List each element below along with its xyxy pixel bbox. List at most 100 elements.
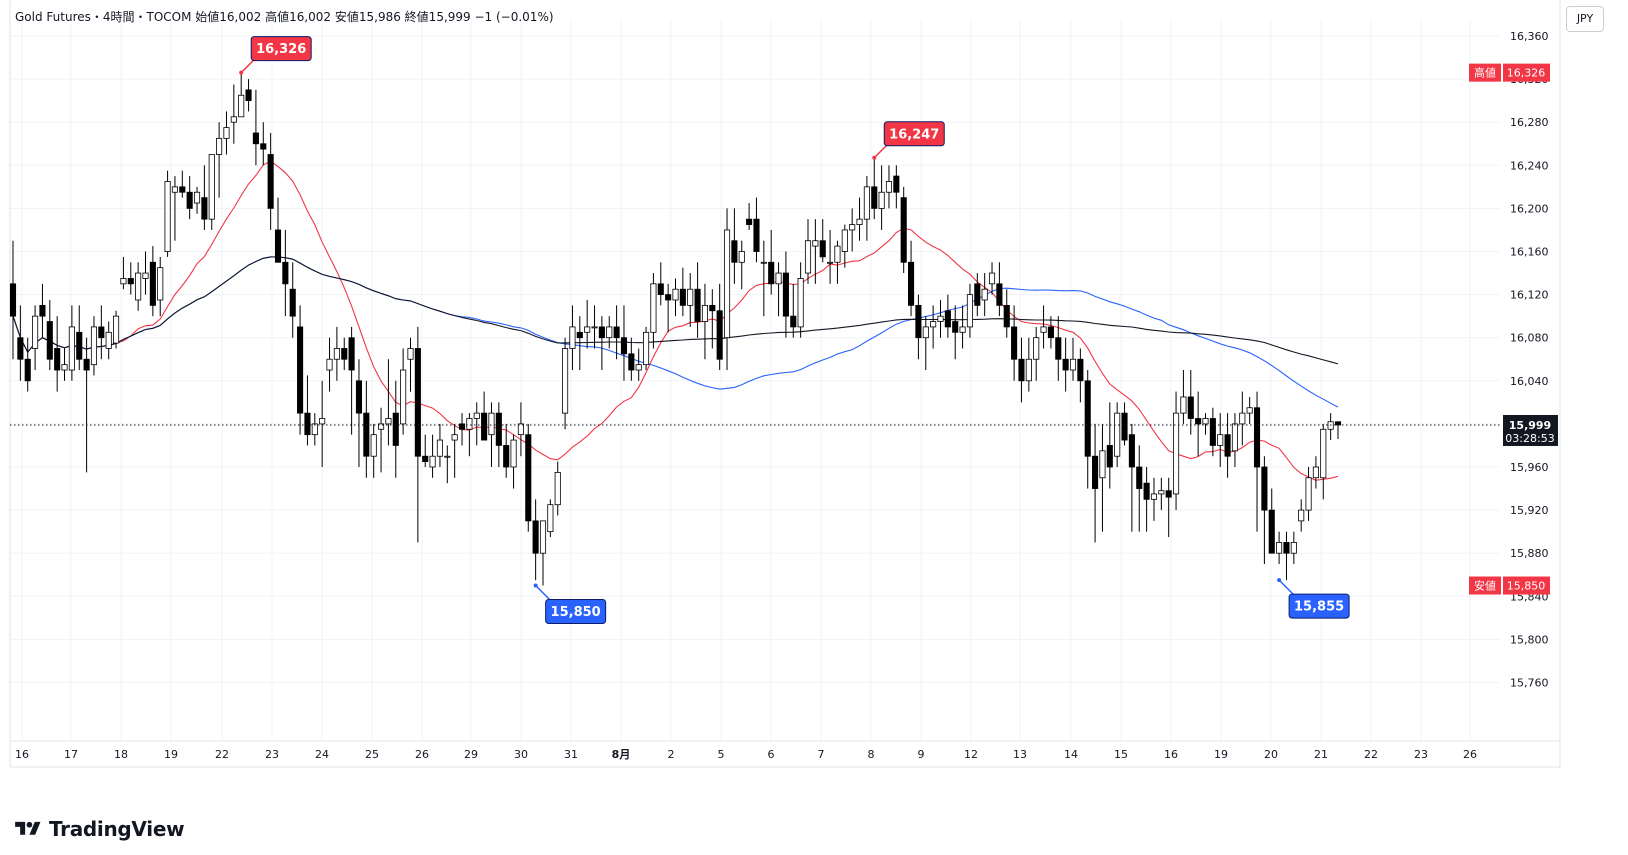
candle[interactable] xyxy=(1025,337,1032,392)
candle[interactable] xyxy=(289,262,296,338)
candle[interactable] xyxy=(1231,413,1238,467)
candle[interactable] xyxy=(775,262,782,317)
candle[interactable] xyxy=(584,299,591,349)
candle[interactable] xyxy=(436,423,443,467)
candle[interactable] xyxy=(1173,391,1180,511)
candle[interactable] xyxy=(532,499,539,581)
candle[interactable] xyxy=(1143,467,1150,532)
candle[interactable] xyxy=(554,461,561,516)
candle[interactable] xyxy=(370,423,377,478)
candle[interactable] xyxy=(665,283,672,333)
candle[interactable] xyxy=(466,413,473,457)
candle[interactable] xyxy=(39,283,46,338)
candle[interactable] xyxy=(760,240,767,317)
candle[interactable] xyxy=(1121,402,1128,446)
candle[interactable] xyxy=(135,262,142,311)
candle[interactable] xyxy=(591,305,598,349)
candle[interactable] xyxy=(223,111,230,155)
candle[interactable] xyxy=(1136,445,1143,532)
candle[interactable] xyxy=(1312,456,1319,489)
candle[interactable] xyxy=(319,380,326,467)
candle[interactable] xyxy=(731,208,738,284)
candle[interactable] xyxy=(385,359,392,446)
candle[interactable] xyxy=(1092,423,1099,543)
candle[interactable] xyxy=(83,337,90,473)
candle[interactable] xyxy=(620,305,628,381)
candle[interactable] xyxy=(827,229,834,284)
candle[interactable] xyxy=(61,348,68,381)
candle[interactable] xyxy=(679,267,686,317)
candle[interactable] xyxy=(768,229,775,295)
candle[interactable] xyxy=(1011,305,1018,381)
candle[interactable] xyxy=(694,262,701,338)
candle[interactable] xyxy=(746,203,753,230)
candle[interactable] xyxy=(738,240,745,290)
candle[interactable] xyxy=(149,246,156,317)
candle[interactable] xyxy=(363,380,370,478)
candle[interactable] xyxy=(24,337,31,392)
candle[interactable] xyxy=(849,208,856,252)
candle[interactable] xyxy=(930,305,937,349)
candle[interactable] xyxy=(422,434,429,467)
candle[interactable] xyxy=(841,224,848,268)
candle[interactable] xyxy=(1187,370,1194,435)
candle[interactable] xyxy=(1062,337,1069,392)
candle[interactable] xyxy=(1246,396,1253,424)
candle[interactable] xyxy=(900,186,907,274)
candle[interactable] xyxy=(878,165,885,230)
candle[interactable] xyxy=(488,402,495,467)
candle[interactable] xyxy=(812,219,819,284)
tradingview-logo[interactable]: TradingView xyxy=(13,816,185,842)
candle[interactable] xyxy=(1276,531,1283,564)
candle[interactable] xyxy=(76,305,83,371)
candle[interactable] xyxy=(650,273,657,349)
candle[interactable] xyxy=(444,445,451,484)
candle[interactable] xyxy=(1018,337,1025,403)
candle[interactable] xyxy=(1047,316,1054,349)
candle[interactable] xyxy=(429,434,436,478)
candle[interactable] xyxy=(54,316,61,392)
candle[interactable] xyxy=(297,305,304,435)
candle[interactable] xyxy=(1298,499,1305,532)
candle[interactable] xyxy=(1077,348,1084,403)
candle[interactable] xyxy=(1224,413,1231,478)
candle[interactable] xyxy=(267,132,274,230)
candle[interactable] xyxy=(1268,488,1275,554)
candle[interactable] xyxy=(1253,391,1261,532)
candle[interactable] xyxy=(974,273,981,317)
candle[interactable] xyxy=(179,170,186,198)
candle[interactable] xyxy=(1202,413,1209,435)
candle[interactable] xyxy=(252,89,259,166)
candle[interactable] xyxy=(598,316,605,371)
candle[interactable] xyxy=(966,283,973,338)
candle[interactable] xyxy=(98,305,105,360)
candle[interactable] xyxy=(981,273,988,317)
candle[interactable] xyxy=(378,407,385,473)
candle[interactable] xyxy=(1158,477,1165,511)
candle[interactable] xyxy=(1114,402,1121,467)
candle[interactable] xyxy=(893,165,900,209)
candle[interactable] xyxy=(326,337,333,392)
candle[interactable] xyxy=(1003,289,1010,338)
candle[interactable] xyxy=(657,262,664,306)
candle[interactable] xyxy=(753,197,760,263)
candle[interactable] xyxy=(701,283,708,360)
candle[interactable] xyxy=(937,299,944,338)
candle[interactable] xyxy=(1217,413,1224,467)
candle[interactable] xyxy=(797,262,804,338)
candle[interactable] xyxy=(9,240,17,360)
candle[interactable] xyxy=(569,305,576,371)
candle[interactable] xyxy=(562,337,569,430)
candle[interactable] xyxy=(628,337,635,381)
candle[interactable] xyxy=(643,326,650,371)
candle[interactable] xyxy=(400,348,407,435)
candle[interactable] xyxy=(142,251,149,295)
candle[interactable] xyxy=(333,326,340,381)
candle[interactable] xyxy=(32,305,39,371)
candle[interactable] xyxy=(885,165,893,209)
candle[interactable] xyxy=(392,380,399,478)
candle[interactable] xyxy=(414,326,421,543)
candle[interactable] xyxy=(871,157,878,220)
candle[interactable] xyxy=(908,240,915,317)
